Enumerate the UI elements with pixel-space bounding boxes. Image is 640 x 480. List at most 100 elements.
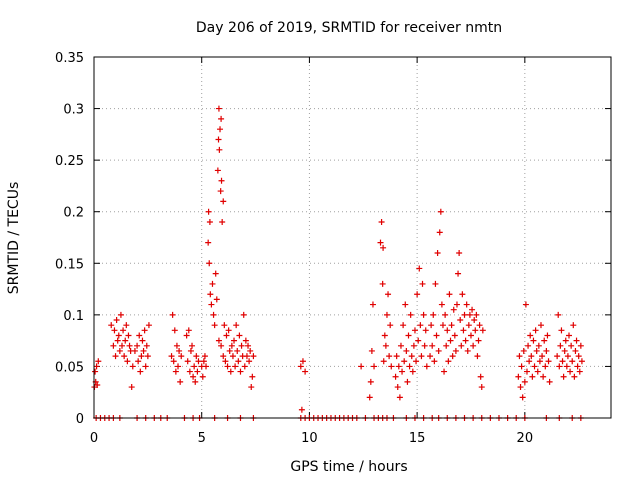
data-point	[520, 347, 527, 354]
data-point	[145, 322, 152, 329]
data-point	[240, 311, 247, 318]
data-point	[245, 342, 252, 349]
y-axis-title: SRMTID / TECUs	[6, 182, 22, 295]
data-point	[443, 342, 450, 349]
data-point	[139, 337, 146, 344]
data-point	[386, 353, 393, 360]
data-point	[247, 347, 254, 354]
data-point	[399, 368, 406, 375]
data-point	[183, 332, 190, 339]
data-point	[420, 311, 427, 318]
data-point	[237, 368, 244, 375]
data-point	[206, 260, 213, 267]
data-point	[431, 358, 438, 365]
data-point	[128, 384, 135, 391]
data-point	[387, 322, 394, 329]
data-point	[574, 363, 581, 370]
data-point	[400, 322, 407, 329]
data-point	[405, 332, 412, 339]
data-point	[369, 301, 376, 308]
data-point	[173, 342, 180, 349]
data-point	[140, 347, 147, 354]
data-point	[546, 378, 553, 385]
data-point	[460, 327, 467, 334]
data-point	[122, 337, 129, 344]
data-point	[422, 327, 429, 334]
data-point	[236, 332, 243, 339]
data-point	[211, 322, 218, 329]
data-point	[402, 301, 409, 308]
data-point	[461, 311, 468, 318]
data-point	[217, 126, 224, 133]
data-point	[471, 317, 478, 324]
data-point	[415, 337, 422, 344]
data-point	[214, 167, 221, 174]
data-point	[441, 368, 448, 375]
data-point	[299, 358, 306, 365]
plot-frame	[93, 56, 612, 419]
data-point	[141, 327, 148, 334]
data-point	[457, 317, 464, 324]
y-tick-label: 0.25	[55, 154, 84, 169]
x-tick-label: 0	[90, 431, 98, 446]
data-point	[171, 327, 178, 334]
data-point	[463, 301, 470, 308]
data-point	[442, 311, 449, 318]
data-point	[527, 332, 534, 339]
x-tick-label: 20	[517, 431, 534, 446]
data-point	[428, 322, 435, 329]
data-point	[226, 347, 233, 354]
data-point	[379, 280, 386, 287]
data-point	[404, 378, 411, 385]
data-point	[380, 244, 387, 251]
data-point	[367, 378, 374, 385]
data-point	[234, 347, 241, 354]
y-tick-label: 0.3	[63, 103, 84, 118]
data-point	[388, 363, 395, 370]
data-point	[558, 327, 565, 334]
data-point	[187, 347, 194, 354]
data-point	[563, 363, 570, 370]
data-point	[216, 146, 223, 153]
data-point	[215, 136, 222, 143]
data-point	[393, 353, 400, 360]
data-point	[535, 342, 542, 349]
data-point	[201, 353, 208, 360]
data-point	[456, 249, 463, 256]
data-point	[246, 358, 253, 365]
data-point	[447, 337, 454, 344]
data-point	[416, 265, 423, 272]
data-point	[223, 332, 230, 339]
data-point	[170, 358, 177, 365]
data-point	[561, 347, 568, 354]
data-point	[220, 353, 227, 360]
data-point	[190, 373, 197, 380]
data-point	[572, 347, 579, 354]
data-point	[205, 208, 212, 215]
data-point	[522, 301, 529, 308]
data-point	[540, 373, 547, 380]
data-point	[474, 353, 481, 360]
data-point	[385, 291, 392, 298]
data-point	[131, 347, 138, 354]
data-point	[565, 332, 572, 339]
data-point	[116, 347, 123, 354]
data-point	[516, 353, 523, 360]
data-points	[91, 105, 585, 421]
chart-title: Day 206 of 2019, SRMTID for receiver nmt…	[196, 20, 502, 36]
data-point	[126, 342, 133, 349]
data-point	[229, 353, 236, 360]
data-point	[478, 384, 485, 391]
data-point	[186, 368, 193, 375]
data-point	[450, 306, 457, 313]
data-point	[453, 301, 460, 308]
data-point	[403, 347, 410, 354]
data-point	[194, 368, 201, 375]
data-point	[215, 337, 222, 344]
data-point	[213, 296, 220, 303]
data-point	[238, 342, 245, 349]
data-point	[570, 322, 577, 329]
data-point	[542, 363, 549, 370]
data-point	[407, 311, 414, 318]
data-point	[433, 332, 440, 339]
